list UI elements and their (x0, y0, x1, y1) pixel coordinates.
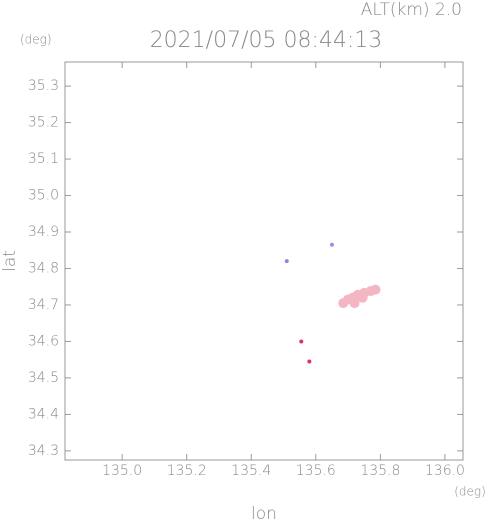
echo-point (349, 298, 360, 309)
y-unit: (deg) (20, 33, 52, 47)
x-unit: (deg) (454, 485, 486, 499)
x-tick-label: 135.6 (296, 463, 336, 479)
y-tick-label: 34.7 (28, 297, 59, 313)
x-tick-label: 135.4 (231, 463, 271, 479)
x-tick-label: 135.2 (167, 463, 207, 479)
altitude-label: ALT(km) 2.0 (361, 0, 462, 20)
y-tick-label: 34.8 (28, 260, 59, 276)
echo-point (299, 339, 304, 344)
x-tick-label: 135.8 (360, 463, 400, 479)
chart-title: 2021/07/05 08:44:13 (150, 28, 383, 53)
y-tick-label: 34.3 (28, 443, 59, 459)
echo-point (370, 284, 381, 295)
y-tick-label: 34.5 (28, 370, 59, 386)
echo-point (329, 242, 334, 247)
x-label: lon (251, 504, 277, 521)
y-tick-label: 34.4 (28, 406, 59, 422)
y-tick-label: 35.2 (28, 115, 59, 131)
echo-point (284, 259, 289, 264)
x-tick-label: 136.0 (425, 463, 465, 479)
y-tick-label: 35.0 (28, 188, 59, 204)
y-label: lat (0, 250, 20, 272)
x-tick-label: 135.0 (102, 463, 142, 479)
y-tick-label: 35.1 (28, 151, 59, 167)
y-tick-label: 34.6 (28, 333, 59, 349)
y-tick-label: 34.9 (28, 224, 59, 240)
echo-point (307, 359, 312, 364)
plot-frame (64, 61, 464, 461)
echo-point (357, 292, 368, 303)
y-tick-label: 35.3 (28, 78, 59, 94)
